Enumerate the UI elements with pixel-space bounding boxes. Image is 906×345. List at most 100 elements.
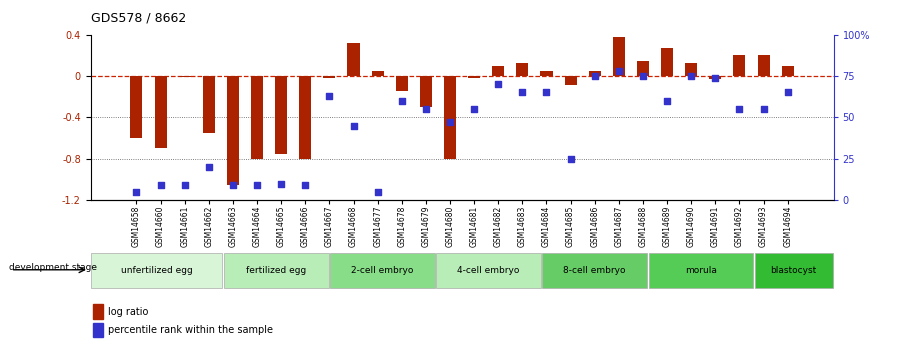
Point bbox=[684, 73, 699, 79]
Point bbox=[516, 90, 530, 95]
Bar bbox=[589, 71, 601, 76]
Point bbox=[564, 156, 578, 161]
Bar bbox=[709, 76, 721, 79]
Text: morula: morula bbox=[685, 266, 717, 275]
Point bbox=[346, 123, 361, 128]
Bar bbox=[203, 76, 215, 133]
Bar bbox=[93, 323, 103, 337]
Point bbox=[371, 189, 385, 195]
Bar bbox=[323, 76, 335, 78]
Bar bbox=[275, 76, 287, 154]
Point bbox=[201, 164, 216, 170]
Bar bbox=[776, 34, 800, 200]
Text: blastocyst: blastocyst bbox=[771, 266, 817, 275]
Point bbox=[226, 183, 240, 188]
Text: percentile rank within the sample: percentile rank within the sample bbox=[108, 325, 273, 335]
Bar bbox=[149, 34, 173, 200]
Bar bbox=[226, 76, 239, 185]
Bar bbox=[751, 34, 776, 200]
Bar bbox=[269, 34, 294, 200]
Bar bbox=[124, 34, 149, 200]
Bar bbox=[93, 304, 103, 319]
FancyBboxPatch shape bbox=[543, 253, 647, 288]
Point bbox=[467, 106, 481, 112]
Text: 4-cell embryo: 4-cell embryo bbox=[458, 266, 520, 275]
Bar bbox=[221, 34, 245, 200]
Bar bbox=[342, 34, 366, 200]
Point bbox=[539, 90, 554, 95]
Bar bbox=[782, 66, 794, 76]
Bar bbox=[462, 34, 487, 200]
Point bbox=[323, 93, 337, 99]
Point bbox=[587, 73, 602, 79]
Point bbox=[612, 68, 626, 74]
Bar bbox=[607, 34, 631, 200]
Bar bbox=[510, 34, 535, 200]
Text: fertilized egg: fertilized egg bbox=[246, 266, 306, 275]
Bar bbox=[366, 34, 390, 200]
Point bbox=[250, 183, 265, 188]
Bar bbox=[492, 66, 505, 76]
FancyBboxPatch shape bbox=[649, 253, 753, 288]
Bar bbox=[703, 34, 728, 200]
Point bbox=[443, 119, 458, 125]
Bar bbox=[371, 71, 383, 76]
Bar bbox=[419, 76, 432, 107]
Bar bbox=[655, 34, 680, 200]
Bar bbox=[757, 55, 769, 76]
Bar bbox=[685, 63, 698, 76]
Bar bbox=[468, 76, 480, 78]
Bar bbox=[516, 63, 528, 76]
Bar bbox=[348, 43, 360, 76]
Bar bbox=[294, 34, 317, 200]
Bar bbox=[583, 34, 607, 200]
Text: GDS578 / 8662: GDS578 / 8662 bbox=[91, 11, 186, 24]
Bar bbox=[558, 34, 583, 200]
Bar bbox=[637, 61, 649, 76]
Point bbox=[780, 90, 795, 95]
Bar bbox=[299, 76, 312, 159]
Point bbox=[394, 98, 409, 104]
Point bbox=[636, 73, 651, 79]
FancyBboxPatch shape bbox=[330, 253, 435, 288]
FancyBboxPatch shape bbox=[755, 253, 833, 288]
Bar bbox=[317, 34, 342, 200]
Point bbox=[660, 98, 674, 104]
Bar bbox=[396, 76, 408, 91]
Bar bbox=[390, 34, 414, 200]
Point bbox=[178, 183, 192, 188]
Bar bbox=[734, 55, 746, 76]
FancyBboxPatch shape bbox=[224, 253, 329, 288]
Point bbox=[419, 106, 433, 112]
Bar bbox=[178, 76, 190, 77]
FancyBboxPatch shape bbox=[437, 253, 541, 288]
Bar bbox=[251, 76, 263, 159]
Point bbox=[153, 183, 168, 188]
Bar bbox=[444, 76, 456, 159]
Bar bbox=[612, 37, 625, 76]
Text: log ratio: log ratio bbox=[108, 307, 149, 317]
Bar bbox=[631, 34, 655, 200]
Text: 2-cell embryo: 2-cell embryo bbox=[352, 266, 414, 275]
Bar bbox=[541, 71, 553, 76]
Bar bbox=[564, 76, 576, 85]
Bar bbox=[414, 34, 438, 200]
Bar bbox=[245, 34, 269, 200]
Text: development stage: development stage bbox=[9, 263, 97, 272]
Bar bbox=[680, 34, 703, 200]
Text: 8-cell embryo: 8-cell embryo bbox=[564, 266, 626, 275]
Bar bbox=[535, 34, 558, 200]
Bar bbox=[130, 76, 142, 138]
Point bbox=[274, 181, 288, 186]
Point bbox=[708, 75, 723, 80]
Bar bbox=[487, 34, 510, 200]
Point bbox=[130, 189, 144, 195]
Text: unfertilized egg: unfertilized egg bbox=[121, 266, 193, 275]
Point bbox=[757, 106, 771, 112]
Point bbox=[491, 81, 506, 87]
FancyBboxPatch shape bbox=[92, 253, 223, 288]
Bar bbox=[173, 34, 197, 200]
Bar bbox=[155, 76, 167, 148]
Bar bbox=[728, 34, 751, 200]
Point bbox=[732, 106, 747, 112]
